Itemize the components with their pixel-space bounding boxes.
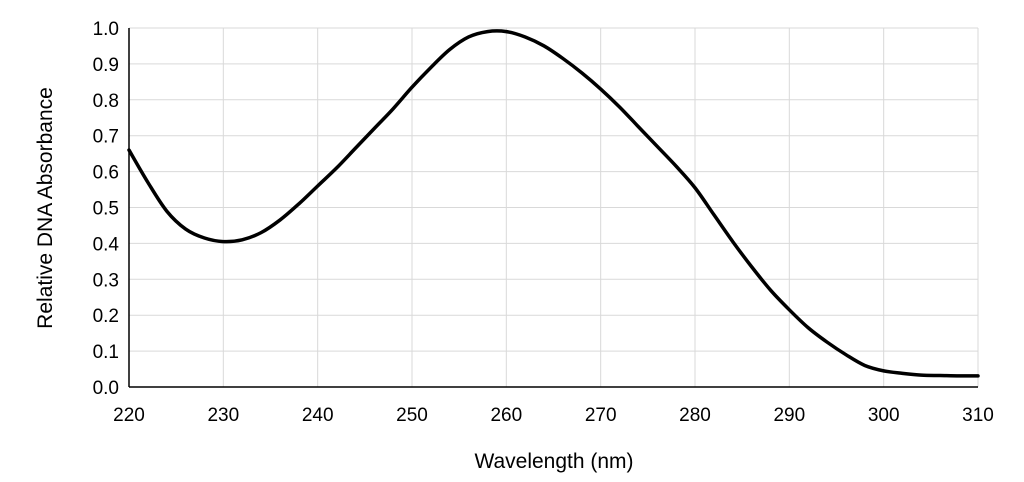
axes: [128, 28, 978, 388]
series-line: [127, 29, 980, 378]
series-layer: [127, 29, 980, 378]
x-tick-label: 290: [773, 405, 805, 426]
x-tick-label: 310: [962, 405, 994, 426]
y-tick-label: 0.6: [93, 163, 119, 184]
x-tick-label: 280: [679, 405, 711, 426]
tick-labels: 0.0 0.1 0.2 0.3 0.4 0.5 0.6 0.7 0.8 0.9 1.0 220 230 2…: [93, 19, 994, 426]
x-tick-label: 300: [868, 405, 900, 426]
y-tick-label: 1.0: [93, 19, 119, 40]
y-tick-label: 0.4: [93, 234, 120, 255]
y-tick-label: 0.8: [93, 91, 119, 112]
x-axis-title: Wavelength (nm): [474, 450, 633, 473]
grid: [129, 27, 979, 387]
y-tick-label: 0.0: [93, 378, 119, 399]
x-tick-label: 260: [490, 405, 522, 426]
x-tick-label: 270: [585, 405, 617, 426]
x-tick-label: 220: [113, 405, 145, 426]
y-tick-label: 0.9: [93, 55, 119, 76]
x-tick-label: 250: [396, 405, 428, 426]
y-tick-label: 0.1: [93, 342, 119, 363]
x-tick-label: 230: [207, 405, 239, 426]
y-tick-label: 0.2: [93, 306, 119, 327]
y-tick-label: 0.3: [93, 270, 119, 291]
y-axis-title: Relative DNA Absorbance: [34, 87, 57, 329]
y-tick-label: 0.7: [93, 127, 119, 148]
y-tick-label: 0.5: [93, 199, 119, 220]
x-tick-label: 240: [302, 405, 334, 426]
